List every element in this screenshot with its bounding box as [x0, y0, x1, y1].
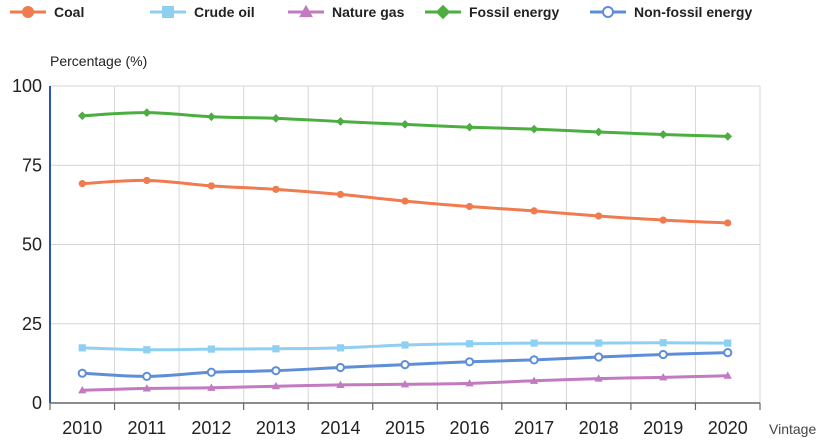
- data-point-fossil-energy: [723, 132, 733, 141]
- data-point-fossil-energy: [142, 108, 152, 117]
- data-point-crude-oil: [465, 340, 474, 348]
- data-point-coal: [272, 185, 280, 193]
- legend-label: Coal: [54, 4, 84, 20]
- legend: Coal Crude oil Nature gas Fossil energy Non-…: [10, 4, 752, 20]
- data-point-fossil-energy: [465, 122, 474, 132]
- data-point-nature-gas: [594, 374, 603, 382]
- x-tick-label: 2018: [579, 418, 619, 438]
- data-point-nature-gas: [142, 384, 151, 392]
- data-point-non-fossil-energy: [206, 367, 216, 377]
- data-point-non-fossil-energy: [271, 366, 281, 376]
- y-axis-ticks: 0 25 50 75 100: [12, 76, 42, 413]
- data-point-coal: [530, 207, 538, 215]
- data-point-coal: [595, 212, 603, 220]
- data-point-nature-gas: [78, 386, 87, 394]
- x-tick-label: 2017: [514, 418, 554, 438]
- x-tick-label: 2016: [450, 418, 490, 438]
- legend-item-fossil-energy: Fossil energy: [425, 4, 559, 20]
- data-point-crude-oil: [143, 346, 151, 354]
- data-point-nature-gas: [723, 371, 732, 379]
- data-point-nature-gas: [529, 376, 539, 384]
- data-point-nature-gas: [465, 379, 474, 387]
- data-point-crude-oil: [272, 345, 280, 353]
- data-point-coal: [465, 202, 474, 211]
- data-point-coal: [143, 176, 151, 185]
- series-crude-oil: [78, 339, 732, 354]
- x-tick-label: 2019: [643, 418, 683, 438]
- data-point-fossil-energy: [594, 127, 603, 137]
- data-point-non-fossil-energy: [464, 357, 475, 367]
- legend-marker-coal: [22, 6, 34, 18]
- legend-item-crude-oil: Crude oil: [150, 4, 255, 20]
- data-point-coal: [401, 197, 409, 205]
- legend-label: Crude oil: [194, 4, 255, 20]
- legend-item-coal: Coal: [10, 4, 84, 20]
- x-axis-ticks: 2010 2011 2012 2013 2014 2015 2016 2017 2018 2019…: [62, 418, 748, 438]
- y-tick-label: 100: [12, 76, 42, 96]
- data-point-non-fossil-energy: [658, 349, 668, 360]
- data-point-non-fossil-energy: [400, 360, 410, 370]
- data-point-nature-gas: [400, 379, 410, 388]
- legend-marker-nature-gas: [299, 4, 313, 18]
- y-tick-label: 50: [22, 235, 42, 255]
- data-point-fossil-energy: [336, 117, 345, 126]
- y-axis-label: Percentage (%): [50, 53, 147, 69]
- data-point-nature-gas: [271, 381, 281, 390]
- x-tick-label: 2012: [191, 418, 231, 438]
- x-tick-label: 2011: [127, 418, 166, 438]
- data-point-crude-oil: [595, 339, 603, 347]
- series-fossil-energy: [77, 108, 733, 141]
- x-tick-label: 2020: [708, 418, 748, 438]
- data-point-crude-oil: [724, 339, 732, 347]
- legend-marker-crude-oil: [162, 6, 174, 18]
- data-point-fossil-energy: [529, 124, 539, 134]
- data-point-fossil-energy: [658, 130, 668, 139]
- data-point-fossil-energy: [77, 111, 87, 121]
- y-tick-label: 75: [22, 155, 42, 175]
- y-tick-label: 25: [22, 314, 42, 334]
- x-tick-label: 2014: [320, 418, 360, 438]
- x-axis-label: Vintage: [769, 421, 816, 437]
- x-tick-label: 2015: [385, 418, 425, 438]
- axes: [49, 86, 761, 410]
- data-point-non-fossil-energy: [594, 352, 604, 362]
- data-point-nature-gas: [659, 373, 668, 381]
- data-point-coal: [336, 190, 345, 199]
- data-point-fossil-energy: [207, 112, 216, 122]
- y-tick-label: 0: [32, 393, 42, 413]
- series-non-fossil-energy: [77, 347, 733, 381]
- series-coal: [78, 176, 732, 227]
- legend-label: Fossil energy: [469, 4, 559, 20]
- data-point-coal: [207, 182, 215, 190]
- legend-item-nature-gas: Nature gas: [288, 4, 405, 20]
- data-point-non-fossil-energy: [142, 371, 152, 381]
- data-point-crude-oil: [207, 345, 215, 353]
- x-tick-label: 2010: [62, 418, 102, 438]
- legend-label: Nature gas: [332, 4, 405, 20]
- data-point-non-fossil-energy: [77, 368, 87, 378]
- data-point-crude-oil: [659, 339, 667, 347]
- data-point-crude-oil: [78, 344, 86, 352]
- data-point-non-fossil-energy: [335, 362, 346, 373]
- data-point-coal: [724, 219, 732, 227]
- data-point-crude-oil: [530, 339, 538, 347]
- data-point-fossil-energy: [271, 114, 281, 123]
- data-point-nature-gas: [207, 383, 216, 391]
- data-point-fossil-energy: [400, 120, 410, 129]
- series-group: [77, 108, 733, 394]
- data-point-crude-oil: [336, 344, 345, 352]
- data-point-non-fossil-energy: [529, 355, 539, 365]
- legend-marker-non-fossil-energy: [602, 6, 614, 18]
- data-point-coal: [659, 216, 667, 224]
- x-tick-label: 2013: [256, 418, 296, 438]
- legend-marker-fossil-energy: [435, 4, 451, 20]
- series-nature-gas: [78, 371, 732, 394]
- data-point-coal: [78, 180, 86, 188]
- legend-label: Non-fossil energy: [634, 4, 752, 20]
- legend-item-non-fossil-energy: Non-fossil energy: [590, 4, 752, 20]
- data-point-crude-oil: [401, 341, 409, 349]
- data-point-nature-gas: [336, 380, 345, 388]
- data-point-non-fossil-energy: [723, 347, 733, 358]
